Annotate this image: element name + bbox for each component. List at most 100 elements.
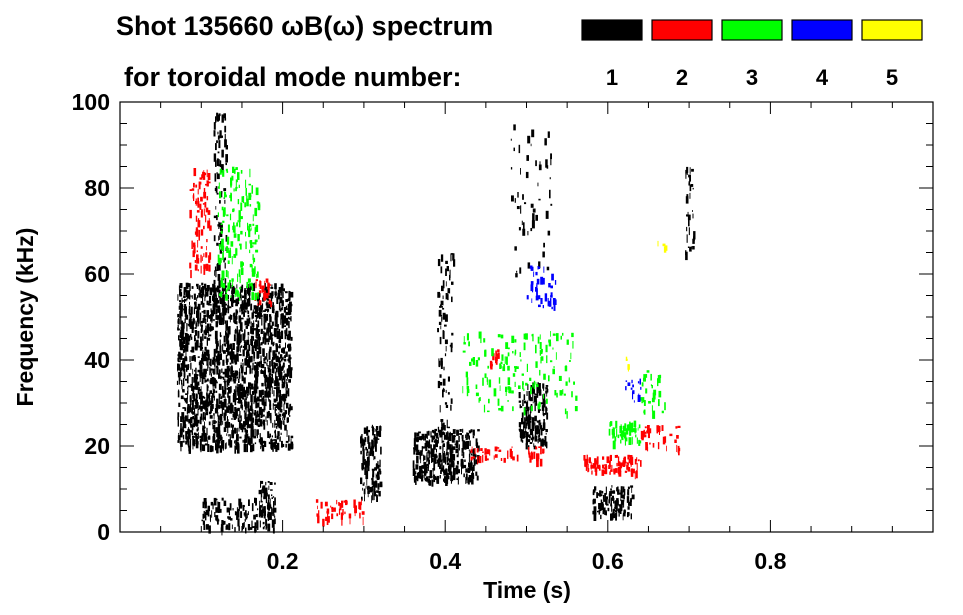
spectrum-mark <box>537 266 539 270</box>
spectrum-mark <box>197 381 200 386</box>
spectrum-mark <box>376 490 379 493</box>
spectrum-mark <box>231 424 234 428</box>
spectrum-mark <box>449 463 452 465</box>
spectrum-mark <box>183 397 185 400</box>
spectrum-mark <box>564 365 568 372</box>
spectrum-mark <box>271 367 275 374</box>
spectrum-mark <box>219 421 221 425</box>
spectrum-mark <box>657 378 659 387</box>
spectrum-mark <box>597 493 600 496</box>
spectrum-mark <box>257 304 259 311</box>
spectrum-mark <box>613 440 615 447</box>
spectrum-mark <box>275 371 277 380</box>
spectrum-mark <box>251 441 253 444</box>
spectrum-mark <box>265 380 267 390</box>
spectrum-mark <box>587 463 589 473</box>
spectrum-mark <box>469 450 471 454</box>
spectrum-mark <box>452 446 456 450</box>
spectrum-mark <box>235 167 238 170</box>
spectrum-mark <box>287 358 289 362</box>
spectrum-mark <box>374 438 377 447</box>
spectrum-mark <box>253 395 255 405</box>
spectrum-mark <box>266 289 268 297</box>
spectrum-mark <box>285 443 287 448</box>
spectrum-mark <box>242 349 245 357</box>
spectrum-mark <box>246 198 249 207</box>
spectrum-mark <box>234 427 237 433</box>
spectrum-mark <box>187 364 190 368</box>
spectrum-mark <box>537 403 541 410</box>
spectrum-mark <box>239 243 242 250</box>
spectrum-mark <box>185 393 188 395</box>
spectrum-mark <box>200 265 202 274</box>
spectrum-mark <box>201 256 203 261</box>
spectrum-mark <box>179 313 182 319</box>
spectrum-mark <box>255 497 257 506</box>
spectrum-mark <box>274 430 275 434</box>
spectrum-mark <box>609 464 611 467</box>
spectrum-mark <box>413 448 416 455</box>
spectrum-mark <box>450 253 454 255</box>
spectrum-mark <box>194 357 196 362</box>
spectrum-mark <box>271 497 273 499</box>
spectrum-mark <box>270 369 272 376</box>
spectrum-mark <box>268 411 270 416</box>
spectrum-mark <box>204 406 208 410</box>
spectrum-mark <box>505 392 507 396</box>
spectrum-mark <box>213 122 216 130</box>
spectrum-mark <box>373 434 376 440</box>
spectrum-mark <box>205 524 209 530</box>
spectrum-mark <box>287 388 290 397</box>
spectrum-mark <box>207 387 209 391</box>
spectrum-mark <box>451 332 454 336</box>
spectrum-mark <box>543 413 547 415</box>
legend-label-2: 2 <box>676 65 688 90</box>
spectrum-mark <box>215 421 217 424</box>
spectrum-mark <box>236 325 238 333</box>
spectrum-mark <box>186 438 190 443</box>
spectrum-mark <box>202 444 206 452</box>
spectrum-mark <box>499 385 501 391</box>
spectrum-mark <box>565 381 568 386</box>
spectrum-mark <box>281 290 283 298</box>
spectrum-mark <box>274 419 276 428</box>
spectrum-mark <box>271 284 273 288</box>
spectrum-mark <box>360 477 363 485</box>
spectrum-mark <box>625 386 627 391</box>
spectrum-mark <box>290 336 293 341</box>
spectrum-mark <box>276 378 279 386</box>
spectrum-mark <box>595 469 598 476</box>
spectrum-mark <box>231 284 233 292</box>
spectrum-mark <box>539 425 543 430</box>
spectrum-mark <box>472 357 475 365</box>
spectrum-mark <box>202 425 205 432</box>
spectrum-mark <box>283 420 285 426</box>
spectrum-mark <box>468 341 470 347</box>
spectrum-mark <box>531 417 535 426</box>
spectrum-mark <box>610 490 613 494</box>
spectrum-mark <box>522 381 524 390</box>
spectrum-mark <box>278 402 281 410</box>
spectrum-mark <box>219 191 222 199</box>
spectrum-mark <box>686 166 689 173</box>
spectrum-mark <box>240 415 242 422</box>
spectrum-mark <box>237 388 239 395</box>
spectrum-mark <box>194 379 196 388</box>
spectrum-mark <box>470 456 473 461</box>
spectrum-mark <box>653 389 657 396</box>
spectrum-mark <box>250 383 254 390</box>
spectrum-mark <box>599 490 602 497</box>
spectrum-mark <box>192 399 195 403</box>
y-tick-label: 0 <box>97 519 110 545</box>
spectrum-mark <box>197 408 199 411</box>
spectrum-mark <box>226 388 228 390</box>
spectrum-mark <box>190 350 193 353</box>
spectrum-mark <box>538 266 541 269</box>
spectrum-mark <box>623 494 625 500</box>
spectrum-mark <box>520 205 522 214</box>
spectrum-mark <box>542 452 545 454</box>
spectrum-mark <box>267 511 270 514</box>
spectrum-mark <box>615 468 618 473</box>
spectrum-mark <box>424 435 426 441</box>
